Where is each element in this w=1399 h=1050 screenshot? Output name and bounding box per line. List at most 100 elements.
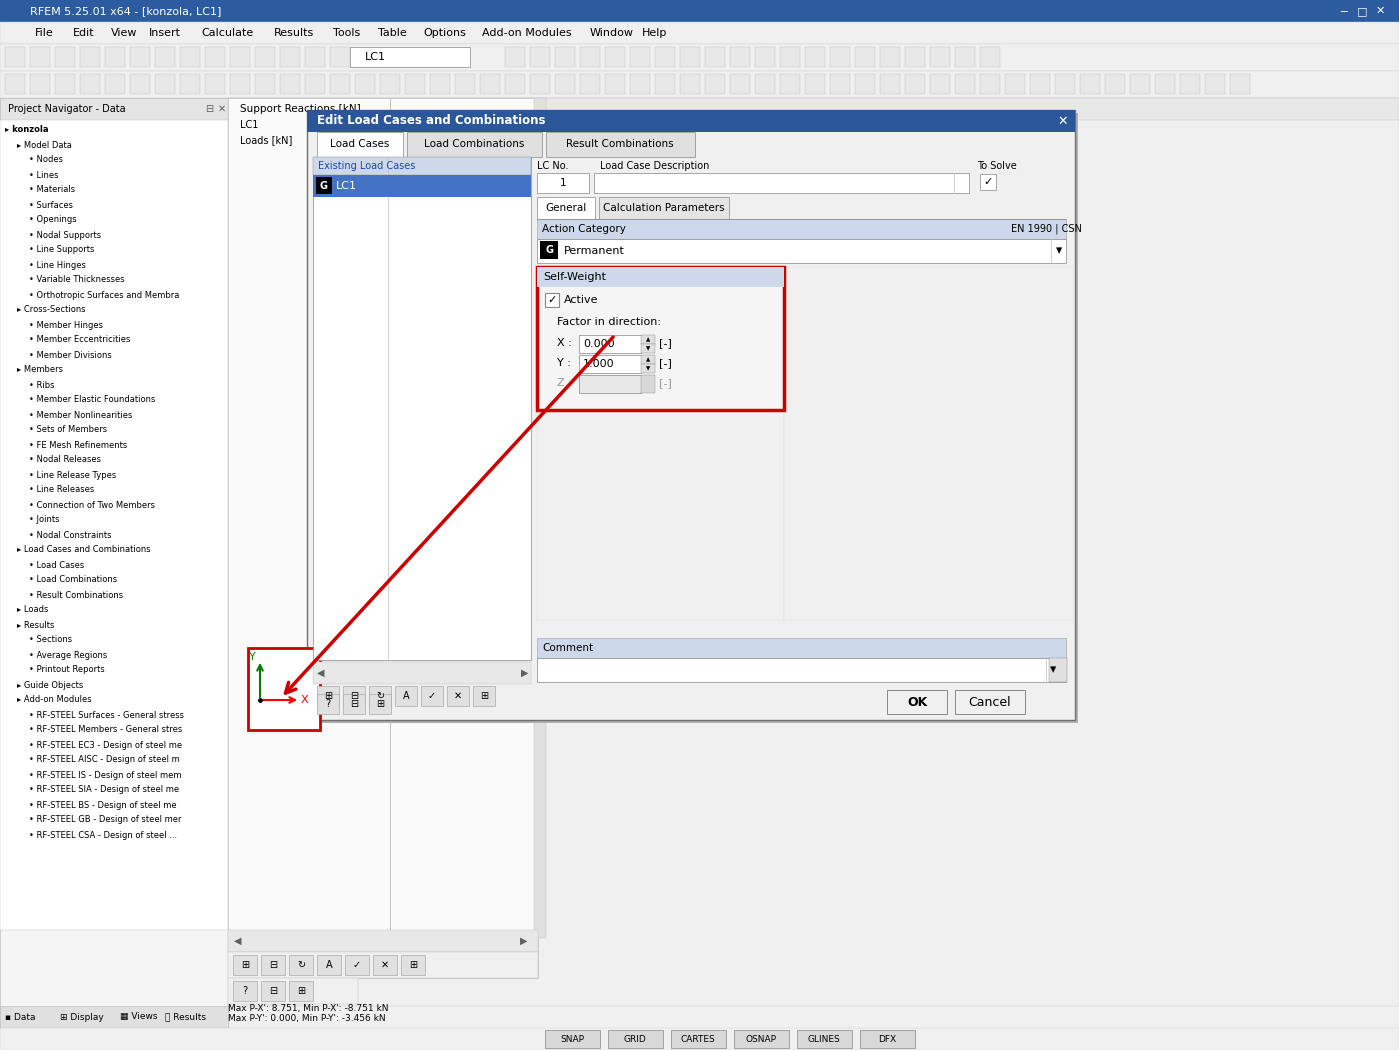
Bar <box>421 686 443 706</box>
Text: Z :: Z : <box>557 378 572 388</box>
Bar <box>537 173 589 193</box>
Text: • RF-STEEL Surfaces - General stress: • RF-STEEL Surfaces - General stress <box>29 711 185 719</box>
Text: ⊟: ⊟ <box>350 699 358 709</box>
Bar <box>546 293 560 307</box>
Text: • Lines: • Lines <box>29 170 59 180</box>
Text: EN 1990 | CSN: EN 1990 | CSN <box>1011 224 1081 234</box>
Bar <box>180 74 200 94</box>
Text: • Ribs: • Ribs <box>29 380 55 390</box>
Text: ⊞ Display: ⊞ Display <box>60 1012 104 1022</box>
Bar <box>369 694 390 714</box>
Bar <box>880 74 900 94</box>
Text: GLINES: GLINES <box>807 1034 841 1044</box>
Text: • Line Release Types: • Line Release Types <box>29 470 116 480</box>
Bar <box>860 1030 915 1048</box>
Bar <box>316 177 332 194</box>
Bar <box>0 98 228 1030</box>
Text: ▶: ▶ <box>520 668 529 678</box>
Bar <box>402 956 425 975</box>
Bar <box>55 47 76 67</box>
Text: • Average Regions: • Average Regions <box>29 651 108 659</box>
Bar <box>313 158 532 175</box>
Text: Active: Active <box>564 295 599 304</box>
Bar <box>956 74 975 94</box>
Text: • Line Releases: • Line Releases <box>29 485 94 495</box>
Text: ▦ Views: ▦ Views <box>120 1012 158 1022</box>
Text: OK: OK <box>907 695 928 709</box>
Text: ✕: ✕ <box>1375 6 1385 16</box>
Bar <box>318 694 339 714</box>
Bar <box>6 74 25 94</box>
Bar <box>505 47 525 67</box>
Text: ⊟: ⊟ <box>206 104 213 114</box>
Bar <box>830 47 851 67</box>
Bar <box>956 47 975 67</box>
Bar <box>228 98 1399 1006</box>
Bar <box>313 175 532 197</box>
Text: To Solve: To Solve <box>977 161 1017 171</box>
Bar <box>290 956 313 975</box>
Text: • Member Elastic Foundations: • Member Elastic Foundations <box>29 396 155 404</box>
Bar <box>537 267 783 287</box>
Bar <box>546 132 695 158</box>
Bar <box>248 648 320 730</box>
Text: Help: Help <box>642 28 667 38</box>
Bar <box>262 981 285 1001</box>
Text: LC No.: LC No. <box>537 161 568 171</box>
Bar <box>262 956 285 975</box>
Text: ⊞: ⊞ <box>409 960 417 970</box>
Text: File: File <box>35 28 53 38</box>
Bar <box>530 47 550 67</box>
Text: General: General <box>546 203 586 213</box>
Text: ?: ? <box>242 986 248 996</box>
Text: ▸ Model Data: ▸ Model Data <box>17 141 71 149</box>
Text: Loads [kN]: Loads [kN] <box>241 135 292 145</box>
Bar <box>0 120 228 930</box>
Bar <box>290 981 313 1001</box>
Bar <box>880 47 900 67</box>
Text: Y: Y <box>249 652 256 662</box>
Bar <box>595 173 970 193</box>
Text: • Result Combinations: • Result Combinations <box>29 590 123 600</box>
Bar <box>705 47 725 67</box>
Text: ⊞: ⊞ <box>376 699 385 709</box>
Text: X :: X : <box>557 338 572 348</box>
Bar <box>313 662 532 684</box>
Bar <box>105 74 125 94</box>
Bar <box>537 410 783 620</box>
Text: ⊞: ⊞ <box>480 691 488 701</box>
Text: • Line Hinges: • Line Hinges <box>29 260 85 270</box>
Bar <box>641 335 655 344</box>
Bar <box>228 98 539 978</box>
Text: G: G <box>320 181 327 191</box>
Text: • Load Combinations: • Load Combinations <box>29 575 118 585</box>
Text: Cancel: Cancel <box>968 695 1011 709</box>
Text: LC1: LC1 <box>241 120 259 130</box>
Bar <box>540 242 558 259</box>
Text: • Materials: • Materials <box>29 186 76 194</box>
Bar <box>429 74 450 94</box>
Bar <box>6 47 25 67</box>
Bar <box>0 22 1399 44</box>
Text: ↻: ↻ <box>376 691 385 701</box>
Text: ✕: ✕ <box>218 104 227 114</box>
Bar <box>29 74 50 94</box>
Text: • Orthotropic Surfaces and Membra: • Orthotropic Surfaces and Membra <box>29 291 179 299</box>
Bar <box>255 47 276 67</box>
Bar <box>313 158 532 660</box>
Bar <box>155 47 175 67</box>
Text: ▸ Add-on Modules: ▸ Add-on Modules <box>17 695 91 705</box>
Bar <box>797 1030 852 1048</box>
Text: ⊟: ⊟ <box>350 691 358 701</box>
Text: 1.000: 1.000 <box>583 359 614 369</box>
Bar <box>1105 74 1125 94</box>
Text: ✕: ✕ <box>453 691 462 701</box>
Bar <box>130 47 150 67</box>
Bar <box>630 47 651 67</box>
Text: Y :: Y : <box>557 358 571 367</box>
Bar <box>0 98 228 120</box>
Bar <box>730 74 750 94</box>
Text: ▶: ▶ <box>520 936 527 946</box>
Text: ▸ Members: ▸ Members <box>17 365 63 375</box>
Text: Load Case Description: Load Case Description <box>600 161 709 171</box>
